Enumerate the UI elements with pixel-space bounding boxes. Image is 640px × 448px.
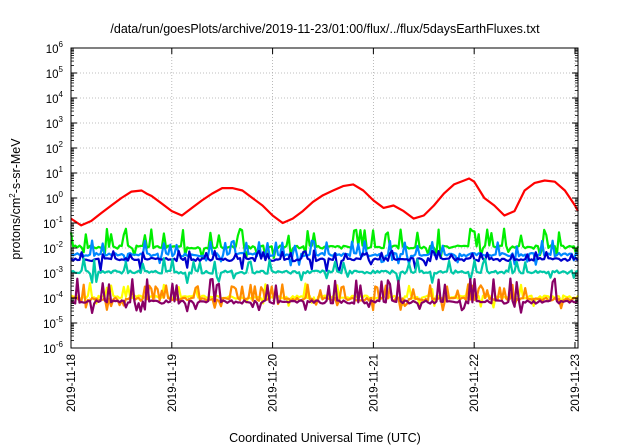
y-tick-label: 106 — [46, 40, 64, 56]
y-axis-ticks: 10-6 10-5 10-4 10-3 10-2 10-1 100 101 102 103 104 1… — [43, 40, 578, 356]
series-line-4 — [70, 257, 579, 284]
x-tick-label: 2019-11-19 — [167, 354, 179, 412]
series-line-6 — [70, 283, 579, 312]
y-tick-label: 10-6 — [43, 340, 63, 356]
y-tick-label: 101 — [46, 165, 64, 181]
y-tick-label: 10-5 — [43, 315, 63, 331]
y-tick-label: 10-3 — [43, 265, 63, 281]
y-tick-label: 10-2 — [43, 240, 63, 256]
x-tick-label: 2019-11-20 — [268, 354, 280, 412]
x-tick-label: 2019-11-18 — [66, 354, 78, 412]
y-tick-label: 104 — [46, 90, 64, 106]
x-tick-label: 2019-11-22 — [469, 354, 481, 412]
chart-title: /data/run/goesPlots/archive/2019-11-23/0… — [110, 22, 540, 36]
y-tick-label: 10-1 — [43, 215, 63, 231]
series-line-5 — [70, 282, 579, 309]
series-line-2 — [70, 239, 579, 267]
y-tick-label: 102 — [46, 140, 64, 156]
y-tick-label: 10-4 — [43, 290, 63, 306]
x-axis-label: Coordinated Universal Time (UTC) — [229, 431, 421, 445]
series-line-7 — [70, 277, 579, 314]
series-line-1 — [69, 227, 580, 260]
series-line-0 — [70, 177, 579, 227]
y-tick-label: 103 — [46, 115, 64, 131]
y-tick-label: 100 — [46, 190, 64, 206]
y-axis-label: protons/cm2-s-sr-MeV — [8, 138, 23, 260]
series-line-3 — [70, 249, 579, 272]
series-layer — [69, 177, 580, 314]
x-tick-label: 2019-11-21 — [368, 354, 380, 412]
x-axis-ticks: 2019-11-18 2019-11-19 2019-11-20 2019-11-21… — [66, 48, 582, 412]
x-tick-label: 2019-11-23 — [570, 354, 582, 412]
y-tick-label: 105 — [46, 65, 64, 81]
